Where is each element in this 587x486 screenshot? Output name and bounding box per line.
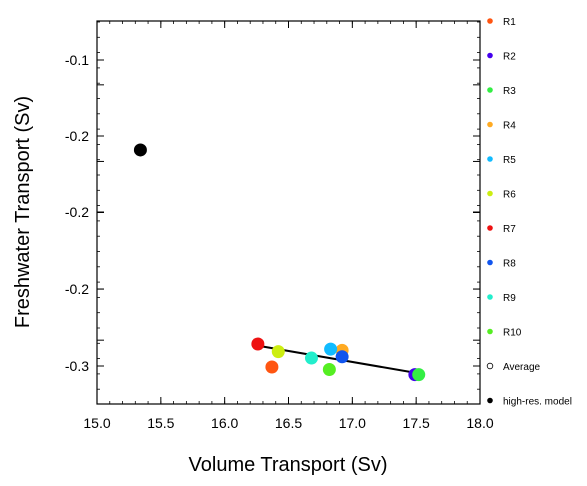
legend-marker-r4 [487, 121, 493, 128]
x-tick-label: 17.0 [339, 415, 366, 431]
legend-marker-r7 [487, 225, 493, 231]
legend-label-r5: R5 [503, 155, 516, 166]
y-tick-label: -0.1 [65, 52, 89, 68]
data-point-high-res-model [133, 143, 147, 157]
legend-marker-high-res-model [487, 397, 493, 404]
y-tick-label: -0.2 [65, 128, 89, 144]
legend-label-r3: R3 [503, 86, 516, 97]
x-tick-label: 15.5 [147, 415, 174, 431]
data-point-r8 [335, 350, 349, 364]
data-point-r7 [251, 337, 265, 351]
legend-label-r1: R1 [503, 17, 516, 28]
legend-label-r9: R9 [503, 293, 516, 304]
y-tick-label: -0.2 [65, 281, 89, 297]
plot-frame [96, 20, 481, 405]
data-point-r1 [265, 360, 279, 374]
data-point-r3 [412, 368, 426, 382]
legend-marker-r2 [487, 52, 493, 59]
legend-marker-average [486, 362, 494, 370]
legend-marker-r5 [487, 156, 493, 162]
legend-label-high-res-model: high-res. model [503, 397, 572, 408]
legend-marker-r9 [487, 294, 493, 300]
legend-marker-r3 [487, 87, 493, 93]
legend-label-r4: R4 [503, 121, 516, 132]
y-axis-label: Freshwater Transport (Sv) [12, 96, 34, 328]
legend-label-r2: R2 [503, 52, 516, 63]
legend-marker-r10 [487, 328, 493, 335]
y-tick-label: -0.3 [65, 358, 89, 374]
x-tick-label: 18.0 [466, 415, 493, 431]
x-tick-label: 16.0 [211, 415, 238, 431]
x-tick-label: 16.5 [275, 415, 302, 431]
legend-marker-r8 [487, 259, 493, 266]
legend-marker-r6 [487, 190, 493, 197]
legend-label-r6: R6 [503, 190, 516, 201]
x-axis-label: Volume Transport (Sv) [189, 454, 388, 476]
data-point-r5 [324, 342, 338, 356]
data-point-r6 [271, 345, 285, 359]
data-points [133, 143, 426, 382]
axes: 15.0 15.5 16.0 16.5 17.0 17.5 18.0 -0.1 -0.2 -0.2… [65, 20, 494, 431]
y-tick-label: -0.2 [65, 204, 89, 220]
data-point-r10 [322, 363, 336, 377]
legend-label-r7: R7 [503, 224, 516, 235]
x-tick-label: 17.5 [403, 415, 430, 431]
legend: R1 R2 R3 R4 R5 R6 R7 R8 R9 R10 Average high-res. mo… [486, 17, 572, 408]
legend-label-r10: R10 [503, 328, 522, 339]
x-tick-label: 15.0 [83, 415, 110, 431]
data-point-r9 [304, 351, 318, 365]
legend-label-average: Average [503, 362, 541, 373]
legend-label-r8: R8 [503, 259, 516, 270]
legend-marker-r1 [487, 18, 493, 24]
